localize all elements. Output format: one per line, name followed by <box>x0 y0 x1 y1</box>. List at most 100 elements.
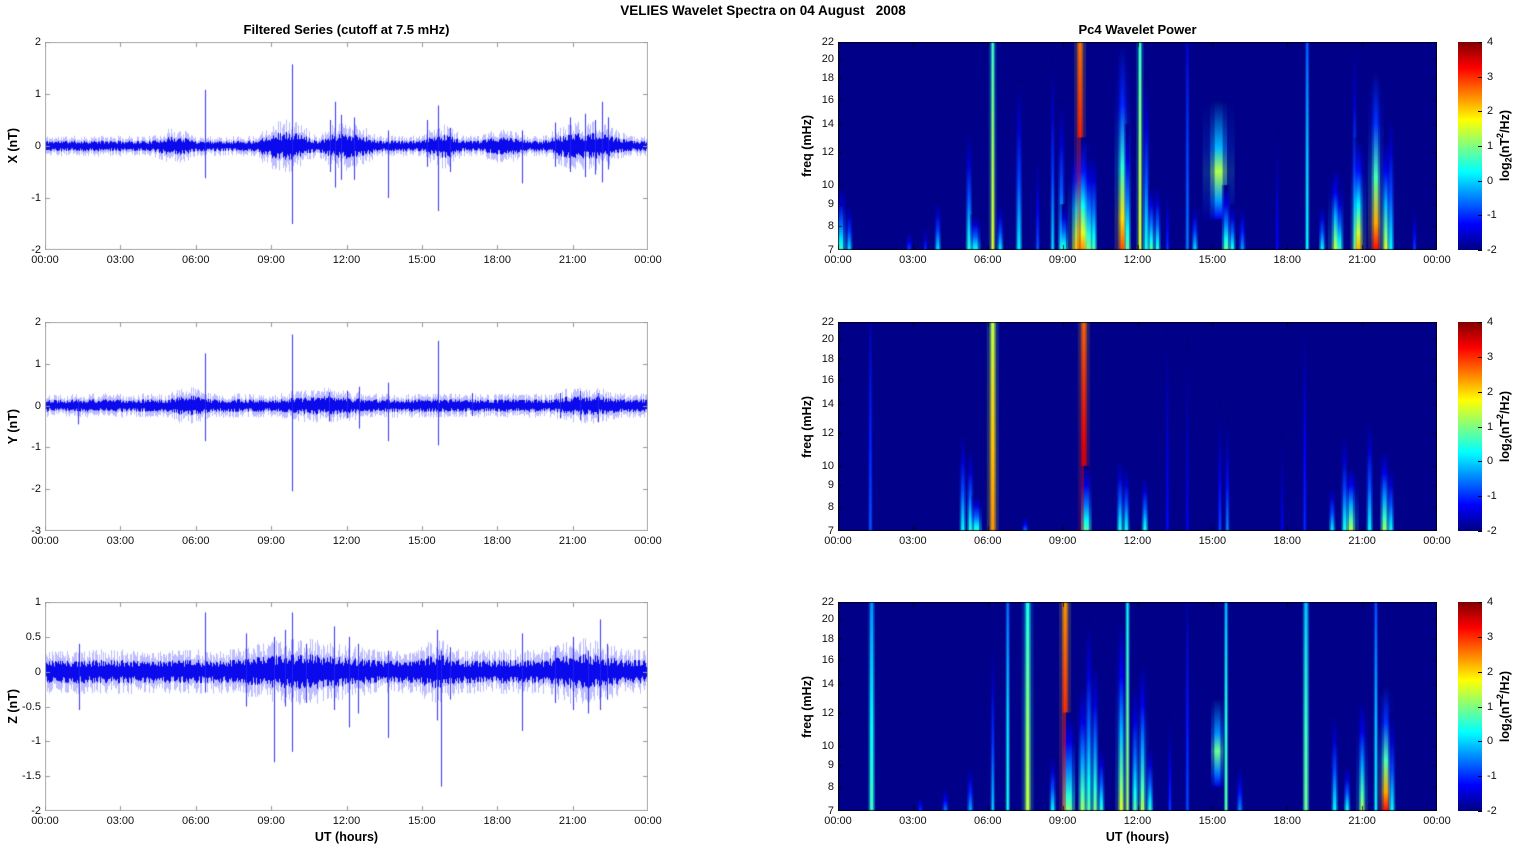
x-tick-label: 06:00 <box>181 815 210 827</box>
colorbar-tick-label: 1 <box>1487 140 1494 152</box>
x-tick-label: 00:00 <box>31 815 59 827</box>
freq-tick-label: 20 <box>821 53 834 66</box>
colorbar-tick-mark <box>1478 111 1482 112</box>
freq-tick-label: 18 <box>821 632 834 645</box>
freq-tick-label: 22 <box>821 596 834 608</box>
x-tick-label: 00:00 <box>1423 254 1451 266</box>
colorbar-tick-label: 4 <box>1487 316 1494 328</box>
colorbar-tick-mark <box>1478 776 1482 777</box>
freq-tick-label: 20 <box>821 333 834 346</box>
x-tick-label: 15:00 <box>1198 815 1227 827</box>
colorbar-tick-mark <box>1478 357 1482 358</box>
freq-tick-label: 14 <box>821 398 834 411</box>
freq-tick-label: 8 <box>827 780 834 793</box>
colorbar-tick-label: 1 <box>1487 700 1494 713</box>
freq-tick-label: 10 <box>821 459 834 472</box>
colorbar-tick-mark <box>1478 322 1482 323</box>
x-tick-label: 06:00 <box>973 254 1002 266</box>
x-tick-label: 03:00 <box>106 535 135 547</box>
x-tick-label: 03:00 <box>106 815 135 827</box>
colorbar-tick-mark <box>1478 77 1482 78</box>
y-tick-label: -1.5 <box>22 770 41 783</box>
colorbar-tick-label: 2 <box>1487 665 1494 678</box>
x-tick-label: 12:00 <box>332 535 361 547</box>
colorbar-tick-label: 2 <box>1487 105 1494 118</box>
y-tick-label: 0 <box>34 140 41 152</box>
colorbar-tick-mark <box>1478 42 1482 43</box>
y-timeseries-canvas <box>45 322 648 531</box>
freq-tick-label: 12 <box>821 146 834 159</box>
x-tick-label: 12:00 <box>332 254 361 266</box>
freq-tick-label: 9 <box>827 479 834 492</box>
y-tick-label: -1 <box>31 441 41 454</box>
colorbar-tick-mark <box>1478 496 1482 497</box>
left-column-title: Filtered Series (cutoff at 7.5 mHz) <box>243 22 450 37</box>
x-spectrogram-canvas <box>838 42 1437 250</box>
freq-tick-label: 10 <box>821 179 834 192</box>
x-tick-label: 00:00 <box>824 535 852 547</box>
colorbar-tick-label: 3 <box>1487 630 1494 643</box>
y-tick-label: -1 <box>31 192 41 204</box>
x-tick-label: 15:00 <box>408 535 436 547</box>
z-spectrogram-canvas <box>838 602 1437 811</box>
x-tick-label: 15:00 <box>1198 535 1227 547</box>
freq-tick-label: 18 <box>821 352 834 365</box>
right-column-title: Pc4 Wavelet Power <box>1078 22 1197 37</box>
x-tick-label: 18:00 <box>1273 254 1302 266</box>
y-tick-label: -2 <box>31 805 41 817</box>
x-tick-label: 00:00 <box>1423 535 1451 547</box>
freq-tick-label: 12 <box>821 426 834 439</box>
freq-tick-label: 10 <box>821 739 834 752</box>
colorbar-tick-label: 0 <box>1487 735 1494 748</box>
x-tick-label: 15:00 <box>408 815 436 827</box>
colorbar-tick-label: 4 <box>1487 36 1494 48</box>
y-tick-label: 1 <box>34 357 41 370</box>
colorbar-tick-label: -2 <box>1487 805 1497 817</box>
x-tick-label: 06:00 <box>973 815 1002 827</box>
colorbar-tick-label: 3 <box>1487 350 1494 363</box>
x-timeseries-canvas <box>45 42 648 250</box>
x-tick-label: 12:00 <box>1123 254 1152 266</box>
y-tick-label: 2 <box>34 36 41 48</box>
colorbar-tick-mark <box>1478 250 1482 251</box>
x-tick-label: 00:00 <box>31 254 59 266</box>
x-tick-label: 03:00 <box>899 535 927 547</box>
x-tick-label: 09:00 <box>257 815 285 827</box>
x-tick-label: 18:00 <box>483 254 512 266</box>
y-tick-label: 0 <box>34 665 41 678</box>
colorbar-tick-mark <box>1478 707 1482 708</box>
x-tick-label: 00:00 <box>824 254 852 266</box>
colorbar-tick-label: 0 <box>1487 174 1494 187</box>
colorbar-tick-mark <box>1478 602 1482 603</box>
freq-tick-label: 9 <box>827 198 834 211</box>
freq-tick-label: 7 <box>827 244 834 256</box>
freq-tick-label: 7 <box>827 805 834 817</box>
colorbar-tick-mark <box>1478 181 1482 182</box>
x-tick-label: 00:00 <box>634 254 662 266</box>
x-tick-label: 03:00 <box>899 254 927 266</box>
colorbar-tick-label: 0 <box>1487 455 1494 468</box>
colorbar-tick-mark <box>1478 146 1482 147</box>
freq-tick-label: 8 <box>827 500 834 513</box>
x-tick-label: 09:00 <box>257 254 285 266</box>
freq-tick-label: 8 <box>827 219 834 232</box>
x-tick-label: 18:00 <box>483 815 512 827</box>
colorbar-tick-mark <box>1478 672 1482 673</box>
colorbar-tick-mark <box>1478 392 1482 393</box>
y-tick-label: 1 <box>34 596 41 608</box>
colorbar-tick-label: -2 <box>1487 525 1497 537</box>
x-tick-label: 09:00 <box>1048 535 1077 547</box>
z-timeseries-canvas <box>45 602 648 811</box>
freq-tick-label: 14 <box>821 678 834 691</box>
y-tick-label: -1 <box>31 735 41 748</box>
x-tick-label: 15:00 <box>408 254 436 266</box>
y-tick-label: -3 <box>31 525 41 537</box>
y-tick-label: -2 <box>31 244 41 256</box>
y-tick-label: -0.5 <box>22 700 41 713</box>
x-tick-label: 06:00 <box>181 254 210 266</box>
colorbar-tick-mark <box>1478 427 1482 428</box>
freq-tick-label: 18 <box>821 72 834 85</box>
x-tick-label: 18:00 <box>1273 815 1302 827</box>
y-tick-label: -2 <box>31 483 41 496</box>
